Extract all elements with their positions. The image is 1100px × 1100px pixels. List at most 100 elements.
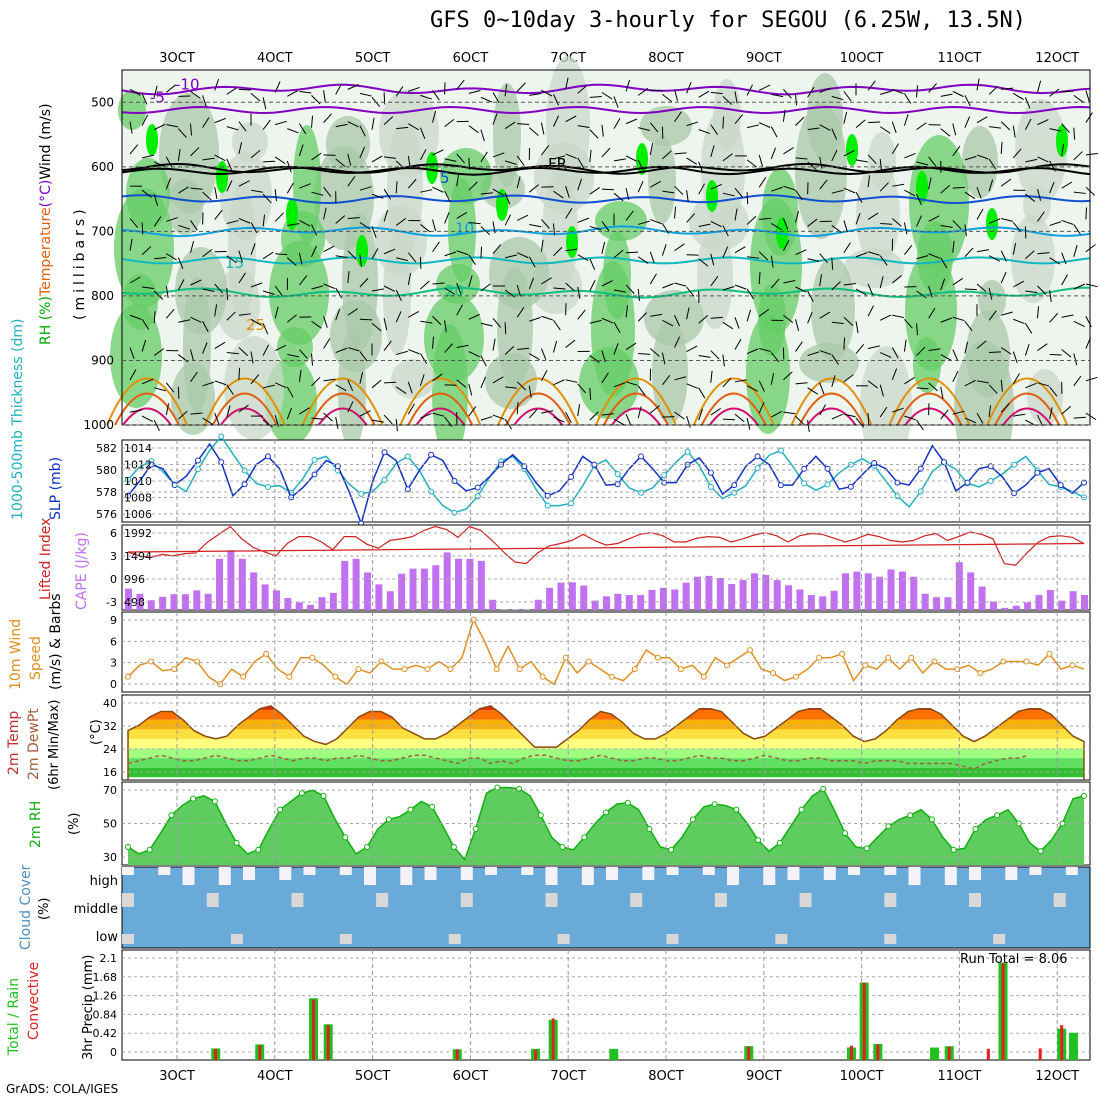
axis-tick-label: 32 <box>103 720 117 733</box>
wind-barb <box>637 406 642 419</box>
cape-bar <box>807 595 815 610</box>
data-marker <box>218 459 225 466</box>
wind-barb <box>867 175 871 188</box>
low-cloud-cell <box>666 934 679 944</box>
wind-barb <box>734 187 744 198</box>
wind-barb <box>1000 379 1003 392</box>
wind-barb <box>432 336 435 349</box>
wind-barb <box>940 128 951 137</box>
wind-barb <box>662 283 674 289</box>
diurnal-isotherm <box>904 407 955 426</box>
wind-barb <box>577 217 590 223</box>
wind-barb <box>1037 306 1040 319</box>
cape-bar <box>216 558 224 610</box>
top-date-label: 10OCT <box>840 51 884 66</box>
wind-barb <box>287 90 299 97</box>
wind-barb <box>456 174 460 187</box>
wind-barb <box>698 183 705 195</box>
wind-barb <box>432 90 440 101</box>
wind-barb <box>274 344 287 351</box>
wind-barb <box>746 215 757 225</box>
wind-barb <box>214 209 223 220</box>
axis-tick-label: 0.84 <box>93 1008 118 1021</box>
wind-barb <box>444 320 447 333</box>
wind-barb <box>141 246 152 256</box>
wind-barb <box>637 288 640 301</box>
rh-blob <box>232 122 268 162</box>
wind-barb <box>553 340 558 353</box>
conv-precip-bar <box>1001 963 1005 1060</box>
isotherm-line <box>121 286 1090 299</box>
wind-barb <box>722 153 733 162</box>
wind-barb <box>625 413 632 426</box>
wind-barb <box>202 191 212 201</box>
wind-barb <box>686 213 696 223</box>
wind-barb <box>928 382 938 392</box>
cape-bar <box>341 560 349 610</box>
wind-barb <box>286 386 294 398</box>
wind-barb <box>916 161 929 166</box>
wind-barb <box>444 158 457 162</box>
data-marker <box>776 839 783 846</box>
wind-barb <box>190 279 202 286</box>
axis-tick-label: -3 <box>106 596 117 609</box>
wind-barb <box>964 155 977 161</box>
cape-bar <box>1001 607 1009 610</box>
bottom-date-label: 3OCT <box>159 1069 195 1084</box>
data-marker <box>977 669 984 676</box>
wind-barb <box>384 381 397 384</box>
data-marker <box>885 654 892 661</box>
wind-barb <box>734 91 738 104</box>
wind-barb <box>613 343 619 355</box>
wind-barb <box>565 248 578 252</box>
wind-barb <box>529 353 540 361</box>
wind-barb <box>928 83 938 93</box>
data-marker <box>863 845 870 852</box>
bottom-date-label: 11OCT <box>938 1069 982 1084</box>
wind-barb <box>601 221 610 232</box>
axis-tick-label: 1006 <box>124 508 152 521</box>
wind-barb <box>698 258 709 267</box>
data-marker <box>723 662 730 669</box>
series-line <box>127 435 1085 514</box>
cape-bar <box>125 588 132 610</box>
wind-barb <box>371 193 384 199</box>
data-marker <box>707 469 714 476</box>
wind-barb <box>480 322 493 327</box>
diurnal-isotherm <box>415 407 466 426</box>
wind-barb <box>661 244 667 256</box>
diurnal-isotherm <box>497 377 580 426</box>
wind-barb <box>492 244 502 255</box>
data-marker <box>603 809 609 816</box>
wind-barb <box>129 238 133 251</box>
wind-barb <box>250 351 254 364</box>
data-marker <box>908 654 915 661</box>
cape-bar <box>716 577 724 610</box>
wind-barb <box>359 410 371 417</box>
wind-barb <box>432 110 437 123</box>
isotherm-label: 25 <box>246 316 265 334</box>
data-marker <box>816 654 823 661</box>
cape-bar <box>272 590 280 610</box>
axis-tick-label: 580 <box>96 464 117 477</box>
data-marker <box>381 449 388 456</box>
cape-bar <box>887 569 895 610</box>
wind-barb <box>420 94 432 100</box>
wind-barb <box>262 97 267 110</box>
wind-barb <box>178 186 189 194</box>
high-clear-cell <box>969 867 981 880</box>
temp-line <box>127 705 1085 780</box>
bottom-date-label: 9OCT <box>746 1069 782 1084</box>
cape-bar <box>329 592 337 610</box>
rh-blob <box>595 201 647 241</box>
rh-blob <box>807 73 843 161</box>
wind-barb <box>710 221 722 228</box>
wind-barb <box>540 122 545 135</box>
wind-barb <box>807 420 810 433</box>
wind-barb <box>190 187 203 190</box>
wind-barb <box>275 120 287 126</box>
wind-barb <box>250 374 260 385</box>
wind-barb <box>504 418 513 430</box>
wind-barb <box>335 308 341 321</box>
wind-barb <box>613 117 621 129</box>
